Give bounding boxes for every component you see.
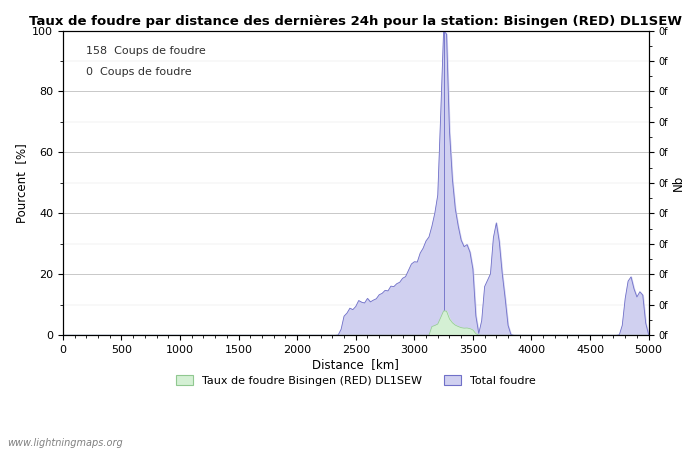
Text: 0  Coups de foudre: 0 Coups de foudre [86,67,192,77]
Title: Taux de foudre par distance des dernières 24h pour la station: Bisingen (RED) DL: Taux de foudre par distance des dernière… [29,15,682,28]
X-axis label: Distance  [km]: Distance [km] [312,358,399,371]
Y-axis label: Pourcent  [%]: Pourcent [%] [15,143,28,223]
Text: www.lightningmaps.org: www.lightningmaps.org [7,437,122,447]
Y-axis label: Nb: Nb [672,175,685,191]
Text: 158  Coups de foudre: 158 Coups de foudre [86,46,206,56]
Legend: Taux de foudre Bisingen (RED) DL1SEW, Total foudre: Taux de foudre Bisingen (RED) DL1SEW, To… [172,371,540,391]
